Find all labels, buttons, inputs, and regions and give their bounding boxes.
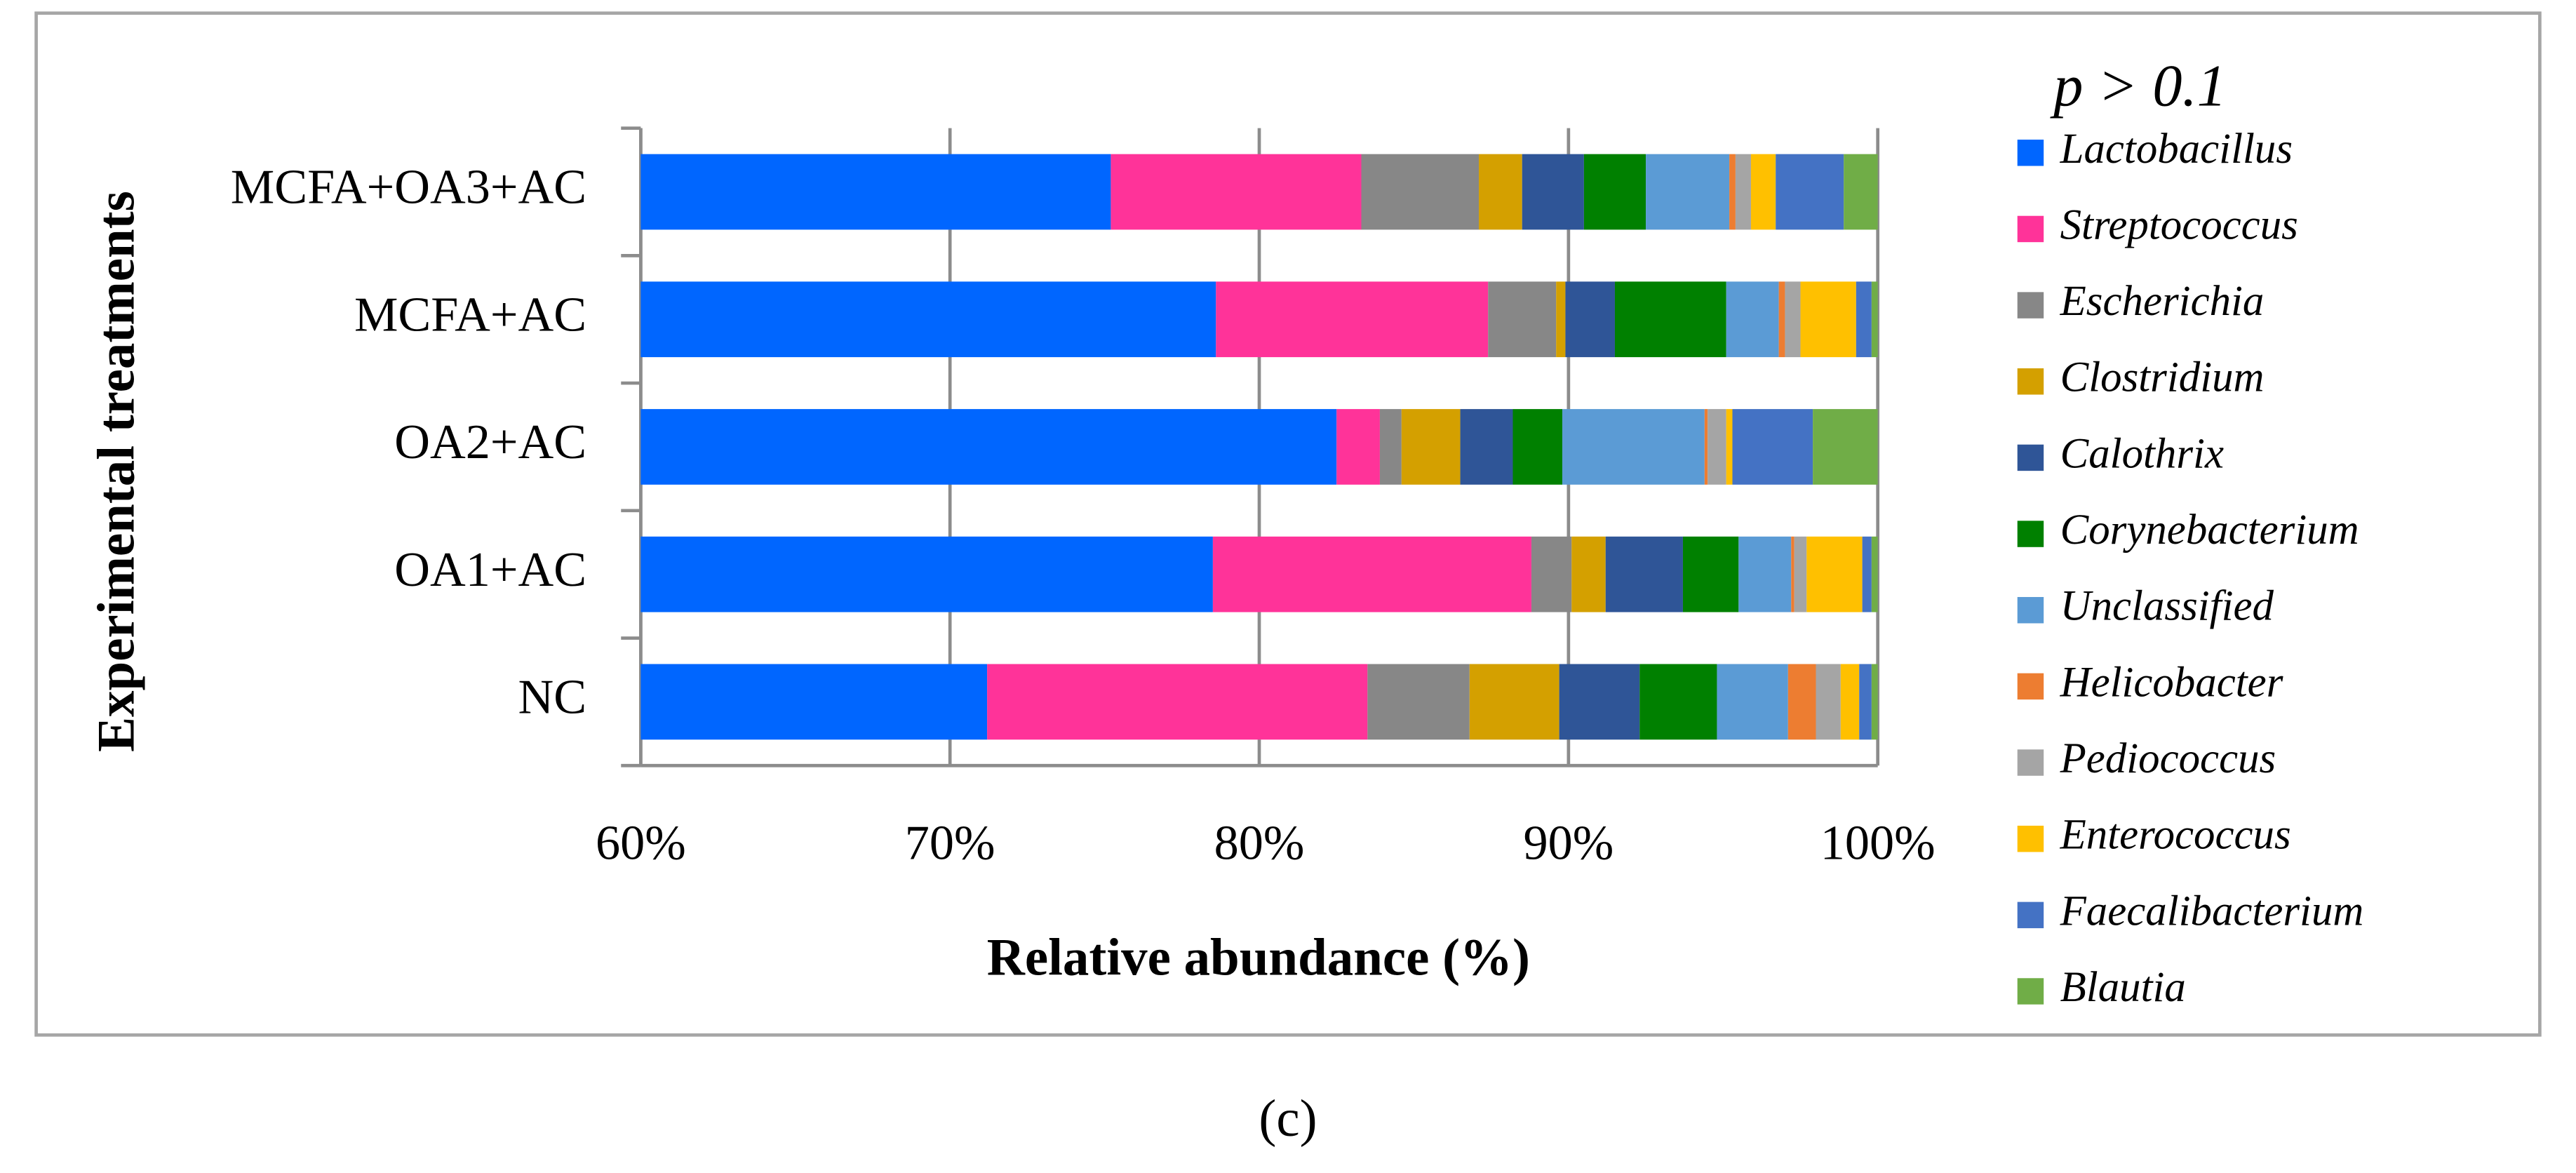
legend-label: Lactobacillus	[2060, 126, 2293, 173]
bar-segment	[1379, 409, 1402, 485]
bar-segment	[1704, 409, 1708, 485]
legend-label: Faecalibacterium	[2060, 887, 2364, 934]
bar-segment	[1556, 281, 1566, 358]
y-tick-label: MCFA+OA3+AC	[231, 160, 586, 215]
y-tick-label: OA1+AC	[394, 542, 586, 597]
bar-segment	[640, 664, 988, 740]
bar-segment	[1729, 154, 1736, 230]
legend-label: Pediococcus	[2060, 735, 2276, 782]
bar-segment	[1791, 536, 1795, 612]
legend-title: p > 0.1	[2050, 53, 2227, 119]
legend-label: Streptococcus	[2060, 201, 2298, 248]
x-tick-label: 90%	[1523, 815, 1614, 870]
bar-segment	[1840, 664, 1860, 740]
bar-segment	[1787, 664, 1816, 740]
legend-label: Calothrix	[2060, 430, 2224, 477]
bar-segment	[1367, 664, 1470, 740]
bar-segment	[1460, 409, 1513, 485]
bar-segment	[1871, 281, 1878, 358]
bar-segment	[1871, 664, 1878, 740]
bar-segment	[1216, 281, 1489, 358]
bar-segment	[1562, 409, 1705, 485]
x-tick-label: 70%	[905, 815, 995, 870]
bar-segment	[1336, 409, 1380, 485]
bar-segment	[1583, 154, 1646, 230]
legend-swatch	[2017, 292, 2044, 319]
legend-label: Unclassified	[2060, 583, 2274, 630]
bar-segment	[1806, 536, 1863, 612]
bar-segment	[1401, 409, 1461, 485]
bar-segment	[1605, 536, 1683, 612]
bar-segment	[1488, 281, 1557, 358]
legend-swatch	[2017, 901, 2044, 929]
bar-segment	[1531, 536, 1572, 612]
bar-segment	[1522, 154, 1584, 230]
bar-segment	[1862, 536, 1872, 612]
bar-segment	[640, 281, 1216, 358]
bar-segment	[640, 536, 1213, 612]
bar-segment	[1794, 536, 1807, 612]
legend-swatch	[2017, 749, 2044, 776]
legend-label: Corynebacterium	[2060, 507, 2359, 554]
bar-segment	[1856, 281, 1872, 358]
x-tick-label: 60%	[596, 815, 686, 870]
bar-segment	[1871, 536, 1878, 612]
bar-segment	[1479, 154, 1522, 230]
x-axis-label: Relative abundance (%)	[987, 928, 1530, 986]
bar-segment	[1859, 664, 1872, 740]
bar-segment	[1571, 536, 1606, 612]
y-axis-label: Experimental treatments	[88, 191, 146, 752]
bar-segment	[1614, 281, 1726, 358]
bar-segment	[1565, 281, 1615, 358]
x-tick-label: 100%	[1820, 815, 1936, 870]
legend-swatch	[2017, 978, 2044, 1005]
bar-segment	[640, 154, 1111, 230]
bar-segment	[1816, 664, 1841, 740]
bar-segment	[1726, 281, 1779, 358]
legend-swatch	[2017, 444, 2044, 471]
bar-segment	[1738, 536, 1792, 612]
bar-segment	[1735, 154, 1751, 230]
legend-label: Escherichia	[2060, 278, 2265, 325]
bar-segment	[1559, 664, 1640, 740]
caption: (c)	[1259, 1090, 1317, 1148]
x-tick-label: 80%	[1214, 815, 1305, 870]
legend-label: Helicobacter	[2060, 659, 2283, 706]
bar-segment	[640, 409, 1337, 485]
bar-segment	[1732, 409, 1813, 485]
bar-segment	[1800, 281, 1856, 358]
legend-swatch	[2017, 596, 2044, 624]
legend-label: Blautia	[2060, 964, 2186, 1011]
bar-segment	[1844, 154, 1878, 230]
bar-segment	[1646, 154, 1730, 230]
bar-segment	[987, 664, 1368, 740]
legend-swatch	[2017, 140, 2044, 166]
legend-swatch	[2017, 673, 2044, 700]
bar-segment	[1726, 409, 1733, 485]
bar-segment	[1512, 409, 1563, 485]
bar-segment	[1212, 536, 1531, 612]
y-tick-label: MCFA+AC	[354, 287, 586, 342]
bar-segment	[1111, 154, 1362, 230]
legend-swatch	[2017, 368, 2044, 395]
legend-label: Enterococcus	[2060, 812, 2291, 859]
bar-segment	[1778, 281, 1785, 358]
y-tick-label: NC	[518, 670, 586, 725]
bar-segment	[1813, 409, 1878, 485]
bar-segment	[1361, 154, 1480, 230]
y-tick-label: OA2+AC	[394, 415, 586, 469]
legend-swatch	[2017, 521, 2044, 547]
bar-segment	[1776, 154, 1844, 230]
bar-segment	[1639, 664, 1717, 740]
legend-label: Clostridium	[2060, 354, 2265, 401]
legend-swatch	[2017, 825, 2044, 852]
bar-segment	[1717, 664, 1788, 740]
bar-segment	[1708, 409, 1726, 485]
bar-segment	[1682, 536, 1739, 612]
legend-swatch	[2017, 215, 2044, 243]
bar-segment	[1469, 664, 1559, 740]
bar-segment	[1750, 154, 1776, 230]
bar-segment	[1785, 281, 1801, 358]
